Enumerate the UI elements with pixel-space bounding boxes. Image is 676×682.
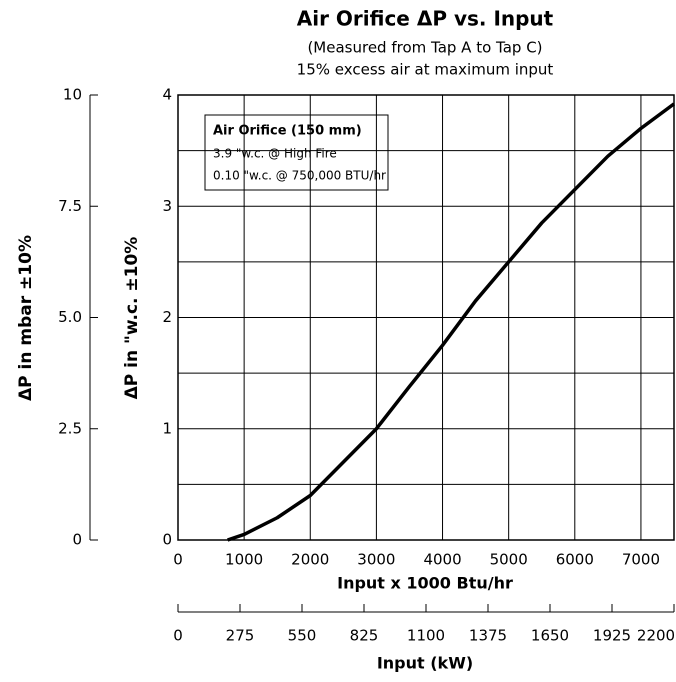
x2-axis-label: Input (kW)	[377, 654, 473, 673]
x-tick-label: 3000	[357, 551, 395, 569]
y-tick-label: 1	[162, 419, 172, 437]
x2-tick-label: 1650	[531, 627, 569, 645]
x-tick-label: 7000	[622, 551, 660, 569]
y-tick-label: 0	[162, 531, 172, 549]
x-axis-label: Input x 1000 Btu/hr	[337, 574, 513, 593]
x-tick-label: 6000	[556, 551, 594, 569]
x-tick-label: 1000	[225, 551, 263, 569]
annotation: Air Orifice (150 mm)	[213, 124, 362, 139]
x2-tick-label: 1375	[469, 627, 507, 645]
y-axis-label: ΔP in "w.c. ±10%	[122, 237, 142, 400]
data-line	[227, 102, 676, 542]
y-tick-label: 3	[162, 197, 172, 215]
x-tick-label: 2000	[291, 551, 329, 569]
annotation-box	[204, 114, 389, 191]
y2-tick-label: 5.0	[58, 308, 82, 326]
x-tick-label: 0	[173, 551, 183, 569]
x-tick-label: 5000	[490, 551, 528, 569]
y2-axis-label: ΔP in mbar ±10%	[16, 235, 36, 401]
chart-title: Air Orifice ΔP vs. Input	[297, 7, 554, 31]
x2-tick-label: 1100	[407, 627, 445, 645]
y2-tick-label: 10	[63, 86, 82, 104]
chart-subtitle: 15% excess air at maximum input	[297, 61, 554, 79]
annotation: 3.9 "w.c. @ High Fire	[213, 147, 337, 161]
y-tick-label: 4	[162, 86, 172, 104]
x2-tick-label: 0	[173, 627, 183, 645]
annotation: 0.10 "w.c. @ 750,000 BTU/hr	[213, 169, 386, 183]
plot-frame	[177, 94, 675, 541]
y-tick-label: 2	[162, 308, 172, 326]
x2-tick-label: 550	[288, 627, 317, 645]
y2-tick-label: 2.5	[58, 419, 82, 437]
chart-subtitle: (Measured from Tap A to Tap C)	[307, 39, 542, 57]
y2-tick-label: 0	[72, 531, 82, 549]
x2-tick-label: 825	[350, 627, 379, 645]
x2-tick-label: 2200	[637, 627, 675, 645]
y2-tick-label: 7.5	[58, 197, 82, 215]
x-tick-label: 4000	[423, 551, 461, 569]
x2-tick-label: 1925	[593, 627, 631, 645]
x2-tick-label: 275	[226, 627, 255, 645]
